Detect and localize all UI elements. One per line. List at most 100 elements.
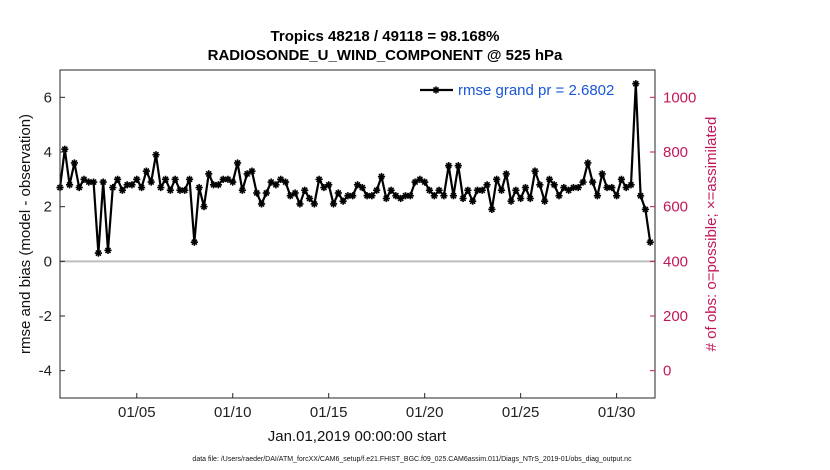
rmse-series-group (56, 80, 654, 257)
rmse-point (387, 186, 395, 194)
rmse-point (425, 186, 434, 194)
rmse-point (243, 170, 251, 178)
rmse-point (560, 183, 568, 192)
rmse-point (440, 192, 448, 200)
rmse-point (435, 186, 443, 194)
rmse-point (541, 197, 549, 205)
rmse-point (253, 189, 261, 197)
rmse-point (133, 175, 141, 183)
footnote: data file: /Users/raeder/DAI/ATM_forcXX/… (192, 456, 632, 463)
rmse-point (613, 192, 621, 200)
rmse-point (94, 249, 102, 257)
rmse-point (257, 200, 266, 208)
chart-title: Tropics 48218 / 49118 = 98.168% (271, 28, 500, 45)
rmse-point (281, 178, 290, 186)
rmse-point (445, 162, 453, 170)
rmse-point (358, 183, 366, 192)
rmse-point (214, 181, 222, 189)
rmse-point (181, 186, 189, 194)
rmse-point (483, 181, 491, 189)
rmse-point (339, 197, 347, 205)
y-tick-label: -4 (39, 363, 52, 380)
rmse-point (449, 192, 458, 200)
x-tick-label: 01/25 (502, 404, 540, 421)
y-right-tick-label: 600 (663, 199, 688, 216)
y-right-tick-label: 400 (663, 253, 688, 270)
rmse-point (301, 186, 309, 194)
legend-label: rmse grand pr = 2.6802 (458, 82, 614, 99)
rmse-point (296, 200, 304, 208)
rmse-point (459, 194, 467, 203)
y-axis-ticks: -4 -2 0 2 4 6 (39, 89, 65, 380)
rmse-point (565, 186, 573, 194)
y-axis-label: rmse and bias (model - observation) (17, 114, 34, 354)
rmse-point (349, 192, 357, 200)
rmse-point (219, 175, 227, 183)
rmse-point (334, 189, 342, 197)
rmse-point (368, 192, 376, 200)
rmse-point (353, 181, 362, 189)
rmse-point (128, 181, 136, 189)
rmse-point (137, 183, 146, 192)
rmse-point (320, 183, 328, 192)
rmse-point (598, 170, 606, 178)
rmse-point (493, 175, 501, 183)
rmse-point (507, 197, 515, 205)
rmse-point (248, 167, 256, 175)
rmse-point (171, 175, 179, 183)
y-right-tick-label: 1000 (663, 89, 696, 106)
rmse-point (627, 181, 635, 189)
rmse-point (632, 80, 640, 88)
rmse-point (286, 192, 294, 200)
rmse-point (205, 170, 213, 178)
rmse-point (517, 194, 525, 203)
rmse-point (267, 178, 275, 186)
y-tick-label: 4 (44, 144, 52, 161)
y-tick-label: 0 (44, 253, 52, 270)
rmse-point (224, 175, 232, 183)
rmse-point (574, 183, 582, 192)
rmse-point (325, 181, 333, 189)
y-right-tick-label: 200 (663, 308, 688, 325)
rmse-point (646, 238, 654, 246)
rmse-point (392, 192, 400, 200)
chart-subtitle: RADIOSONDE_U_WIND_COMPONENT @ 525 hPa (208, 47, 563, 64)
rmse-line (58, 83, 652, 254)
rmse-point (147, 178, 155, 186)
rmse-point (521, 183, 530, 192)
rmse-point (382, 194, 390, 203)
rmse-point (200, 203, 208, 211)
rmse-point (497, 186, 506, 194)
rmse-point (152, 151, 160, 159)
rmse-point (104, 246, 112, 254)
rmse-point (272, 181, 280, 189)
rmse-point (80, 175, 88, 183)
rmse-point (432, 86, 440, 94)
y-right-axis-label: # of obs: o=possible; ×=assimilated (703, 117, 720, 352)
rmse-point (536, 181, 544, 189)
y-tick-label: 2 (44, 199, 52, 216)
rmse-point (641, 205, 650, 213)
rmse-point (622, 183, 630, 192)
rmse-point (65, 181, 74, 189)
x-tick-label: 01/15 (310, 404, 348, 421)
rmse-point (118, 186, 126, 194)
y-right-axis-ticks: 0 200 400 600 800 1000 (650, 89, 696, 380)
rmse-point (512, 186, 520, 194)
rmse-point (473, 186, 482, 194)
rmse-point (502, 170, 510, 178)
rmse-point (550, 181, 558, 189)
rmse-point (329, 200, 338, 208)
rmse-point (315, 175, 323, 183)
rmse-point (593, 192, 602, 200)
rmse-point (464, 186, 472, 194)
rmse-point (262, 189, 270, 197)
rmse-point (608, 183, 616, 192)
rmse-point (584, 159, 592, 167)
rmse-point (416, 175, 424, 183)
rmse-point (99, 178, 107, 186)
rmse-point (142, 167, 150, 175)
rmse-point (488, 205, 496, 213)
y-right-tick-label: 800 (663, 144, 688, 161)
rmse-point (277, 175, 285, 183)
